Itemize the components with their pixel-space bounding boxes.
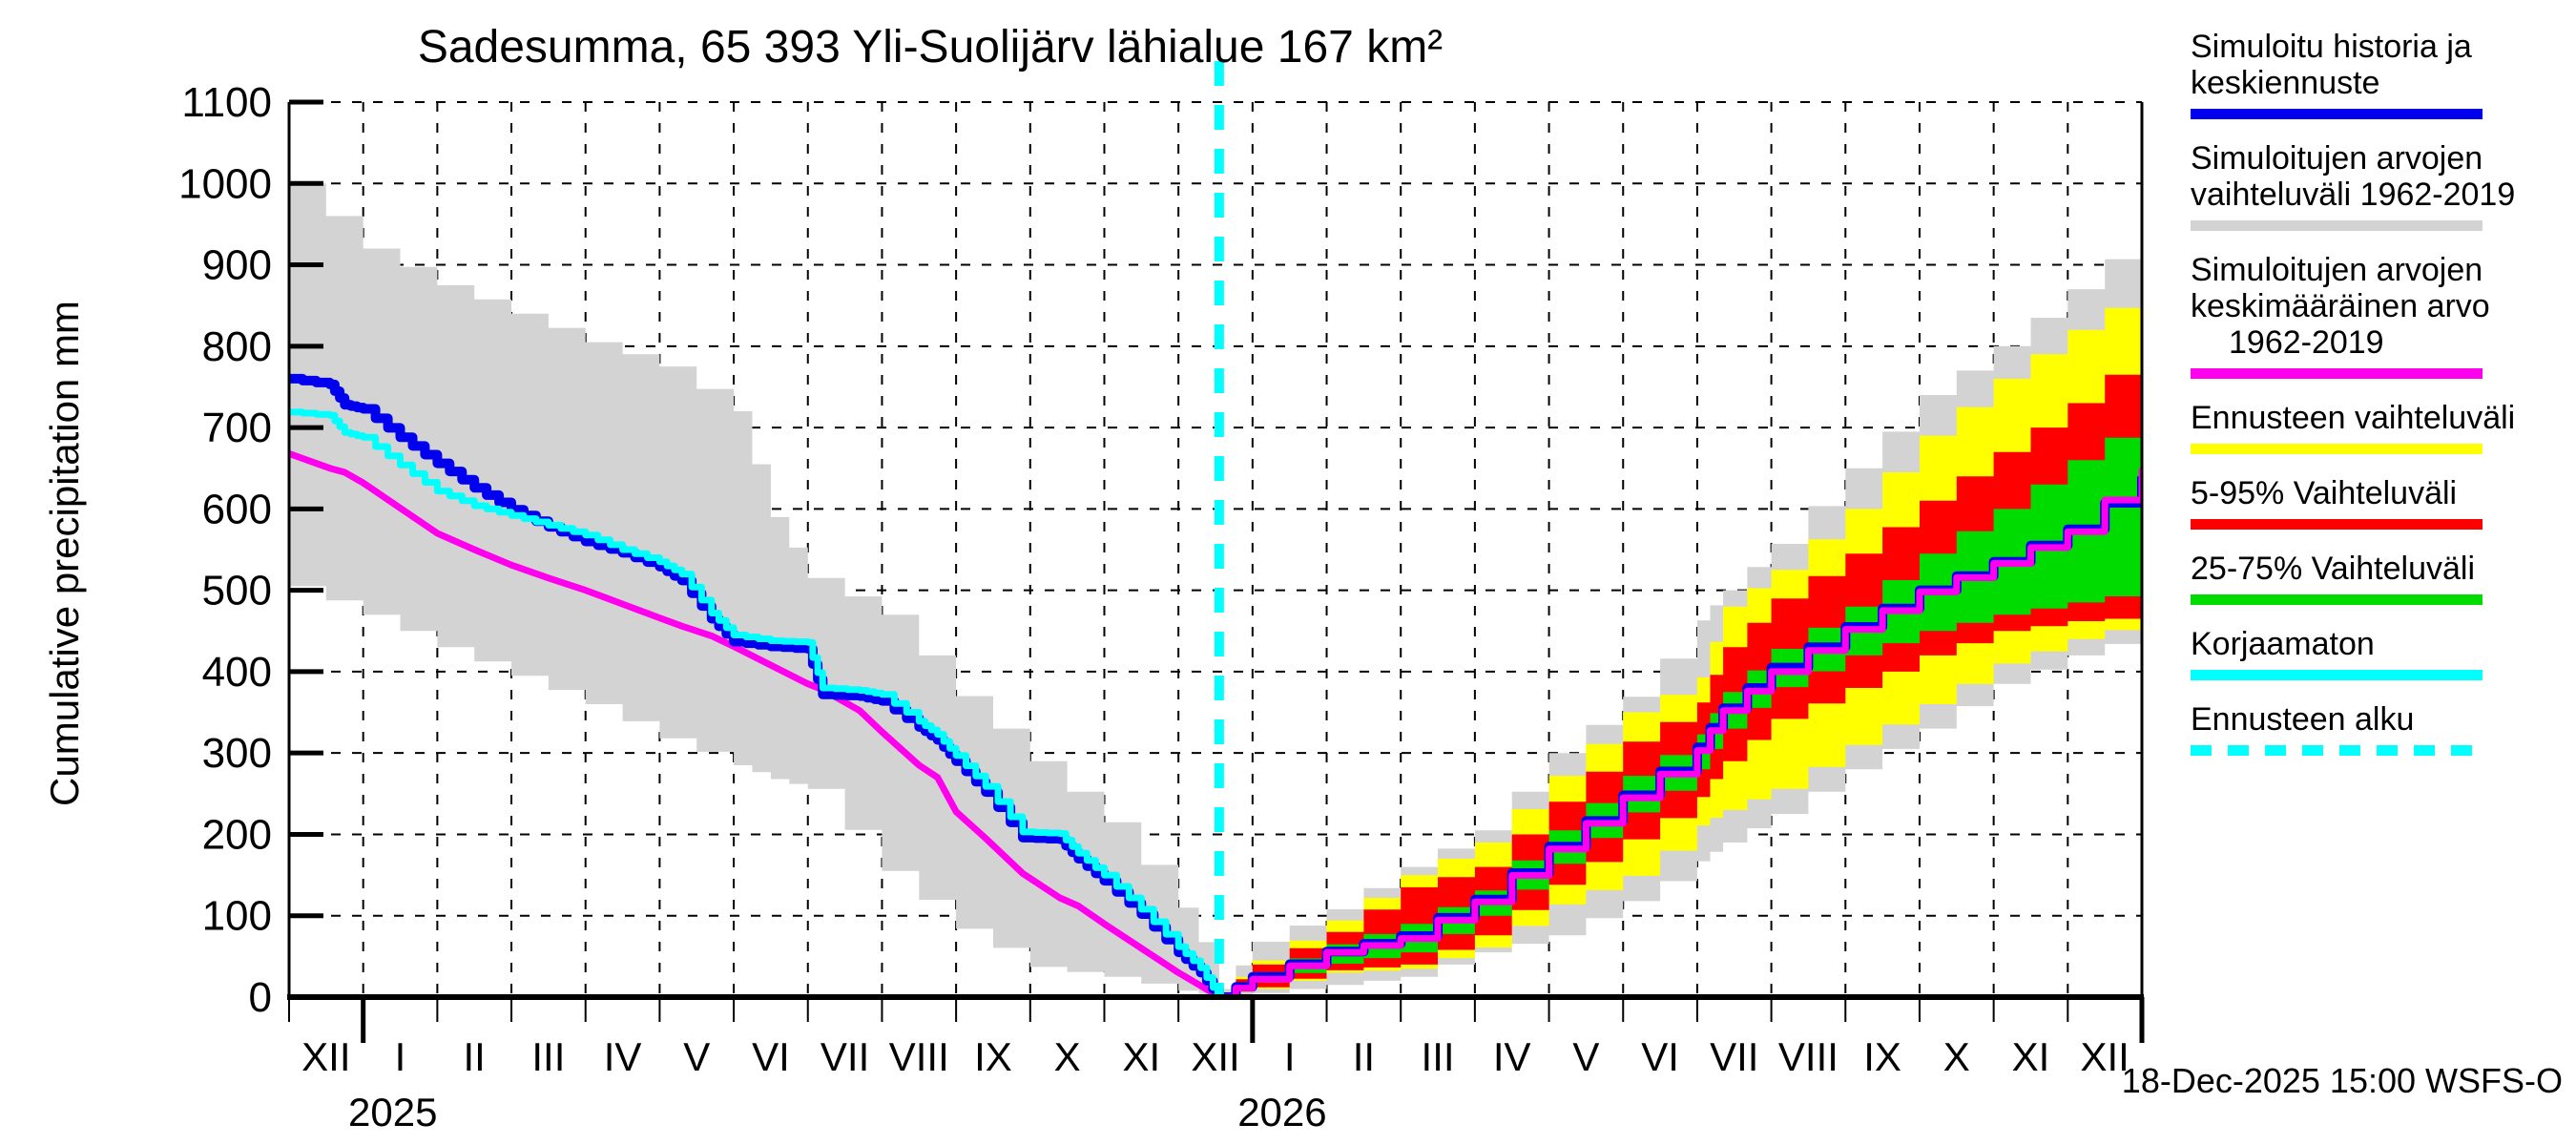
x-tick-label: XI bbox=[1122, 1034, 1160, 1079]
band-simulated-range-1962-2019-history bbox=[289, 183, 1219, 997]
y-tick-label: 700 bbox=[202, 405, 272, 451]
x-tick-label: IV bbox=[1493, 1034, 1531, 1079]
x-tick-label: XI bbox=[2012, 1034, 2050, 1079]
x-tick-label: XII bbox=[301, 1034, 350, 1079]
y-tick-label: 200 bbox=[202, 811, 272, 858]
y-tick-label: 100 bbox=[202, 893, 272, 940]
y-axis-title: Cumulative precipitation mm bbox=[42, 301, 87, 806]
x-tick-label: XII bbox=[2080, 1034, 2129, 1079]
x-tick-label: V bbox=[683, 1034, 710, 1079]
legend: Simuloitu historia ja keskiennuste Simuloi… bbox=[2191, 29, 2572, 777]
legend-swatch-band bbox=[2191, 519, 2483, 530]
legend-label: 25-75% Vaihteluväli bbox=[2191, 551, 2475, 587]
series-uncorrected bbox=[289, 408, 1223, 997]
legend-label: Ennusteen vaihteluväli bbox=[2191, 400, 2516, 436]
series-lines bbox=[289, 373, 2142, 997]
legend-label: Ennusteen alku bbox=[2191, 701, 2415, 738]
x-tick-label: I bbox=[395, 1034, 406, 1079]
band-forecast-full-range bbox=[1218, 285, 2142, 996]
y-tick-label: 600 bbox=[202, 486, 272, 532]
x-tick-label: VIII bbox=[1778, 1034, 1839, 1079]
legend-item-5: 25-75% Vaihteluväli bbox=[2191, 551, 2572, 605]
year-label: 2026 bbox=[1237, 1090, 1326, 1135]
legend-item-7: Ennusteen alku bbox=[2191, 701, 2572, 756]
legend-item-0: Simuloitu historia ja keskiennuste bbox=[2191, 29, 2572, 119]
x-tick-label: III bbox=[1422, 1034, 1455, 1079]
x-tick-label: VII bbox=[1710, 1034, 1758, 1079]
legend-item-3: Ennusteen vaihteluväli bbox=[2191, 400, 2572, 454]
legend-item-4: 5-95% Vaihteluväli bbox=[2191, 475, 2572, 530]
legend-swatch-line bbox=[2191, 670, 2483, 680]
series-longterm-mean-1962-2019-history bbox=[289, 450, 1221, 997]
legend-label: Simuloitujen arvojen vaihteluväli 1962-20… bbox=[2191, 140, 2516, 213]
y-tick-label: 300 bbox=[202, 730, 272, 777]
legend-label: 5-95% Vaihteluväli bbox=[2191, 475, 2458, 511]
x-tick-label: I bbox=[1284, 1034, 1296, 1079]
x-tick-label: V bbox=[1572, 1034, 1599, 1079]
x-tick-label: XII bbox=[1191, 1034, 1239, 1079]
year-label: 2025 bbox=[348, 1090, 437, 1135]
x-tick-label: VI bbox=[1641, 1034, 1679, 1079]
x-tick-label: II bbox=[1353, 1034, 1375, 1079]
x-tick-label: VIII bbox=[889, 1034, 949, 1079]
legend-item-1: Simuloitujen arvojen vaihteluväli 1962-20… bbox=[2191, 140, 2572, 231]
x-tick-label: VI bbox=[752, 1034, 790, 1079]
legend-swatch-band bbox=[2191, 220, 2483, 231]
x-tick-label: IV bbox=[604, 1034, 642, 1079]
axes bbox=[287, 99, 2145, 1043]
x-tick-label: II bbox=[464, 1034, 486, 1079]
legend-swatch-line bbox=[2191, 368, 2483, 379]
legend-swatch-band bbox=[2191, 444, 2483, 454]
y-tick-label: 1000 bbox=[178, 160, 272, 207]
y-tick-labels: 0 100 200 300 400 500 600 700 800 900 1000 1100 bbox=[178, 79, 272, 1021]
legend-label: Simuloitujen arvojen keskimääräinen arvo 1… bbox=[2191, 252, 2490, 361]
legend-swatch-dashed bbox=[2191, 745, 2483, 756]
x-tick-label: IX bbox=[974, 1034, 1012, 1079]
legend-swatch-band bbox=[2191, 594, 2483, 605]
legend-label: Korjaamaton bbox=[2191, 626, 2375, 662]
legend-label: Simuloitu historia ja keskiennuste bbox=[2191, 29, 2472, 101]
legend-item-6: Korjaamaton bbox=[2191, 626, 2572, 680]
legend-swatch-line bbox=[2191, 109, 2483, 119]
y-tick-label: 800 bbox=[202, 323, 272, 370]
timestamp-label: 18-Dec-2025 15:00 WSFS-O bbox=[2121, 1061, 2563, 1100]
y-tick-label: 0 bbox=[249, 974, 272, 1021]
x-tick-labels: XII I II III IV V VI VII VIII IX X XI XII I II III IV V VI… bbox=[301, 1034, 2129, 1135]
x-tick-label: IX bbox=[1863, 1034, 1901, 1079]
x-tick-label: VII bbox=[821, 1034, 869, 1079]
y-tick-label: 1100 bbox=[181, 79, 272, 126]
x-tick-label: X bbox=[1054, 1034, 1081, 1079]
x-tick-label: III bbox=[531, 1034, 565, 1079]
x-tick-label: X bbox=[1943, 1034, 1970, 1079]
y-tick-label: 400 bbox=[202, 649, 272, 696]
y-tick-label: 500 bbox=[202, 568, 272, 614]
y-tick-label: 900 bbox=[202, 242, 272, 289]
legend-item-2: Simuloitujen arvojen keskimääräinen arvo 1… bbox=[2191, 252, 2572, 379]
page-title: Sadesumma, 65 393 Yli-Suolijärv lähialue… bbox=[417, 22, 1444, 73]
series-longterm-mean-1962-2019-forecast bbox=[1218, 468, 2142, 997]
